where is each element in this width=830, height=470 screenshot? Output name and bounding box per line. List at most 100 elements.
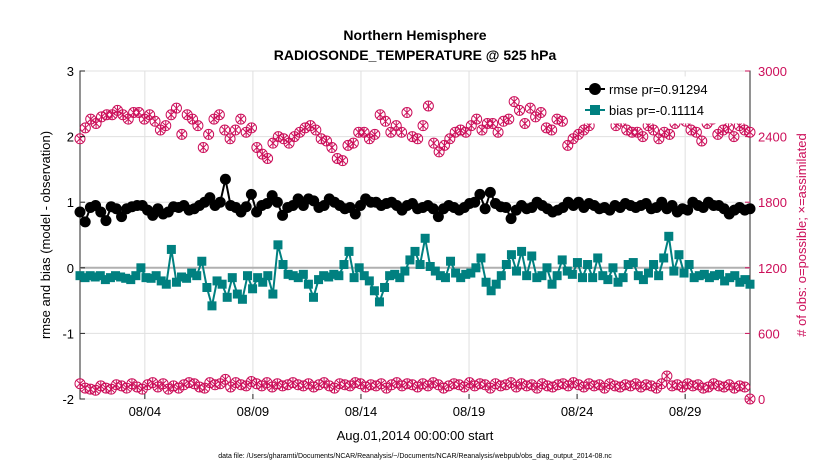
bias-point xyxy=(278,260,288,270)
count-point-possible xyxy=(358,126,370,138)
bias-point xyxy=(704,273,714,283)
rmse-point xyxy=(100,215,112,227)
bias-point xyxy=(659,253,669,263)
count-point-possible xyxy=(187,113,199,125)
bias-point xyxy=(633,271,643,281)
rmse-point xyxy=(469,196,481,208)
count-point-assimilated xyxy=(311,125,320,135)
rmse-point xyxy=(245,188,257,200)
count-point-possible xyxy=(79,122,91,134)
count-point-assimilated xyxy=(713,129,722,139)
bias-point xyxy=(207,301,217,311)
bias-point xyxy=(400,266,410,276)
bias-point xyxy=(501,260,511,270)
bias-point xyxy=(248,284,258,294)
count-point-assimilated xyxy=(574,129,583,139)
count-point-possible xyxy=(476,124,488,136)
count-point-assimilated xyxy=(521,118,529,129)
count-point-assimilated xyxy=(526,103,535,113)
count-point-possible xyxy=(438,139,450,151)
footnote: data file: /Users/gharamti/Documents/NCA… xyxy=(218,453,612,460)
bias-point xyxy=(126,275,136,285)
bias-point xyxy=(664,231,674,241)
count-point-possible xyxy=(508,96,520,108)
bias-point xyxy=(390,269,400,279)
count-point-assimilated xyxy=(746,127,754,137)
count-point-possible xyxy=(656,378,668,390)
count-point-assimilated xyxy=(328,142,336,153)
bias-point xyxy=(583,260,593,270)
x-tick-label: 08/04 xyxy=(129,404,162,419)
count-point-assimilated xyxy=(569,134,577,144)
rmse-point xyxy=(271,196,283,208)
count-point-possible xyxy=(144,109,156,121)
rmse-point xyxy=(500,201,512,213)
y-tick-label-right: 1800 xyxy=(758,195,787,210)
count-point-assimilated xyxy=(419,121,427,131)
count-point-possible xyxy=(90,117,102,129)
count-point-possible xyxy=(465,120,477,132)
count-point-possible xyxy=(347,137,359,149)
count-point-assimilated xyxy=(472,114,481,124)
bias-point xyxy=(80,273,90,283)
bias-point xyxy=(161,279,171,289)
bias-point xyxy=(197,256,207,266)
count-point-possible xyxy=(739,381,751,393)
count-point-assimilated xyxy=(558,116,567,126)
count-point-assimilated xyxy=(156,125,165,135)
count-point-possible xyxy=(460,126,472,138)
series-0 xyxy=(74,173,756,228)
bias-point xyxy=(141,273,151,283)
count-point-possible xyxy=(428,137,440,149)
bias-point xyxy=(298,269,308,279)
bias-point xyxy=(136,263,146,273)
bias-point xyxy=(146,273,156,283)
bias-point xyxy=(380,282,390,292)
bias-point xyxy=(735,277,745,287)
rmse-point xyxy=(682,204,694,216)
rmse-point xyxy=(479,203,491,215)
bias-point xyxy=(374,297,384,307)
count-point-assimilated xyxy=(649,125,658,135)
count-point-possible xyxy=(390,120,402,132)
count-point-possible xyxy=(203,128,215,140)
series-1 xyxy=(75,231,755,311)
bias-point xyxy=(542,263,552,273)
bias-point xyxy=(420,233,430,243)
bias-point xyxy=(283,269,293,279)
y-tick-label-right: 3000 xyxy=(758,64,787,79)
rmse-point xyxy=(110,203,122,215)
legend-bias-marker xyxy=(590,105,600,115)
count-point-assimilated xyxy=(177,129,186,139)
bias-point xyxy=(395,273,405,283)
bias-point xyxy=(217,279,227,289)
count-point-possible xyxy=(192,120,204,132)
bias-point xyxy=(694,271,704,281)
count-point-possible xyxy=(487,117,499,129)
count-point-possible xyxy=(213,109,225,121)
count-point-assimilated xyxy=(349,138,358,148)
count-point-possible xyxy=(224,133,236,145)
bias-point xyxy=(440,273,450,283)
bias-point xyxy=(354,263,364,273)
bias-point xyxy=(593,253,603,263)
rmse-point xyxy=(427,203,439,215)
count-point-possible xyxy=(326,142,338,154)
y-tick-label-left: 0 xyxy=(67,261,74,276)
rmse-point xyxy=(744,203,756,215)
bias-point xyxy=(643,268,653,278)
y-axis-left-label: rmse and bias (model - observation) xyxy=(38,131,53,339)
rmse-point xyxy=(219,173,231,185)
count-point-possible xyxy=(664,128,676,140)
count-point-possible xyxy=(524,102,536,114)
bias-point xyxy=(192,271,202,281)
bias-point xyxy=(709,271,719,281)
plot-frame xyxy=(79,70,751,400)
count-point-assimilated xyxy=(258,149,267,159)
bias-point xyxy=(258,277,268,287)
series-layer xyxy=(74,96,756,405)
bias-point xyxy=(177,272,187,282)
count-point-assimilated xyxy=(119,110,127,120)
count-point-possible xyxy=(165,109,177,121)
count-point-possible xyxy=(197,142,209,154)
